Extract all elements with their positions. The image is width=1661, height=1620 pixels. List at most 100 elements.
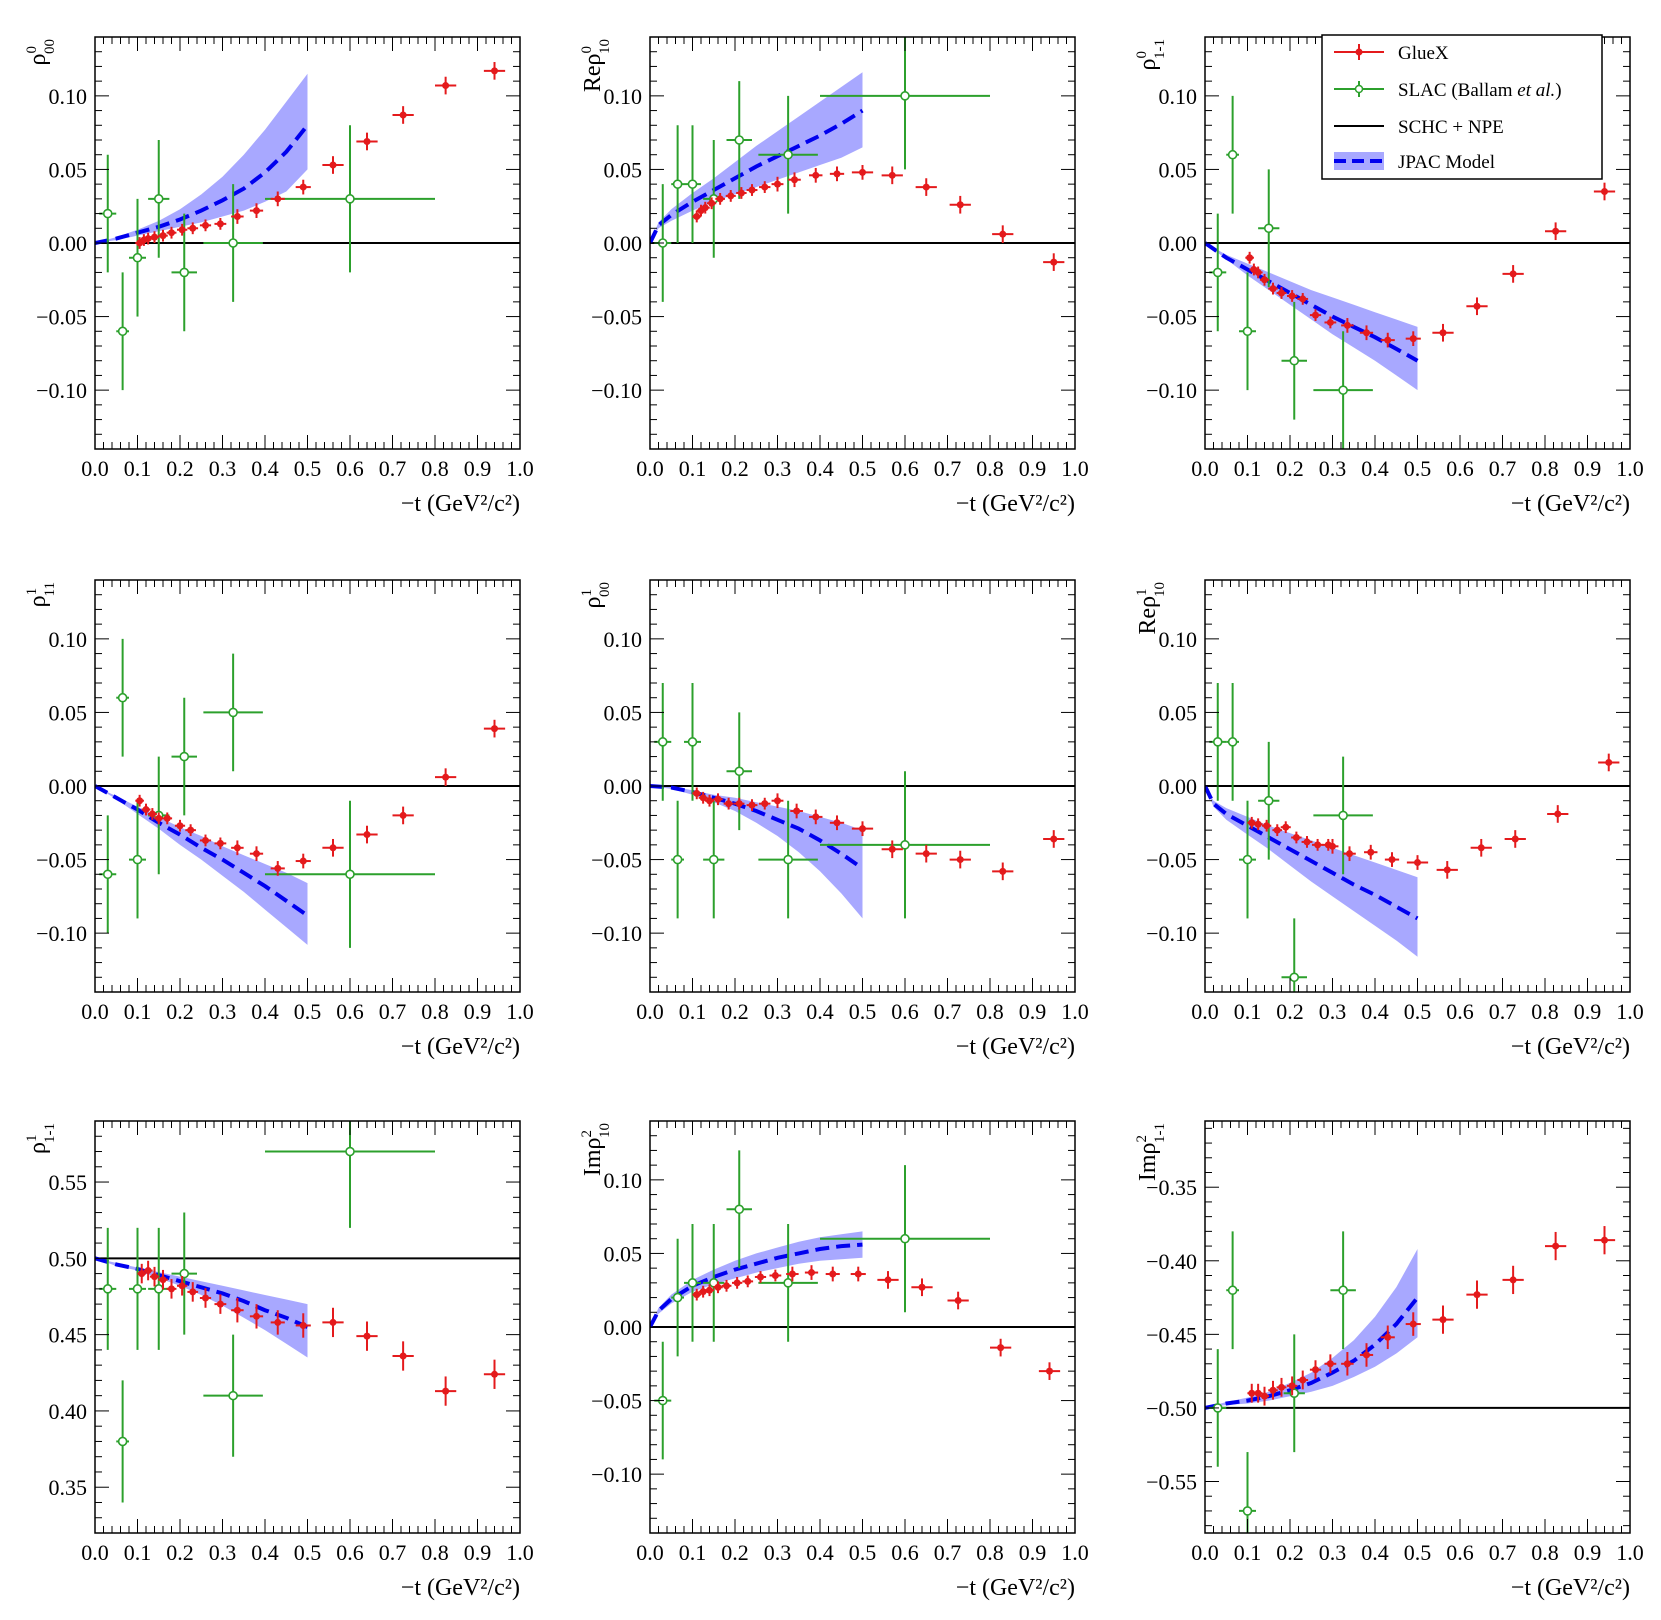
gluex-marker bbox=[491, 725, 498, 733]
gluex-point bbox=[249, 1304, 264, 1329]
slac-marker bbox=[153, 1284, 164, 1294]
slac-marker bbox=[1289, 355, 1300, 366]
gluex-marker bbox=[859, 825, 866, 833]
y-tick-label: 0.00 bbox=[604, 231, 643, 256]
gluex-marker bbox=[1329, 842, 1336, 850]
gluex-marker bbox=[808, 1269, 815, 1277]
gluex-marker bbox=[693, 213, 701, 221]
model-uncertainty-band bbox=[95, 786, 308, 945]
gluex-marker bbox=[1473, 1291, 1481, 1299]
gluex-point bbox=[1343, 846, 1356, 862]
slac-point bbox=[1209, 213, 1227, 332]
gluex-point bbox=[704, 1284, 715, 1297]
x-tick-label: 0.3 bbox=[1319, 999, 1347, 1024]
gluex-marker bbox=[216, 839, 224, 847]
gluex-point bbox=[435, 76, 457, 95]
gluex-point bbox=[270, 1310, 285, 1335]
gluex-marker bbox=[1384, 1333, 1392, 1341]
gluex-marker bbox=[202, 1294, 209, 1302]
gluex-point bbox=[754, 1271, 767, 1283]
gluex-marker bbox=[999, 867, 1007, 875]
legend-slac-label-italic: et al. bbox=[1517, 80, 1555, 101]
gluex-point bbox=[214, 217, 227, 230]
slac-marker bbox=[900, 91, 910, 101]
gluex-point bbox=[1259, 273, 1270, 286]
y-tick-label: −0.10 bbox=[591, 378, 642, 403]
x-tick-label: 0.2 bbox=[1276, 1540, 1304, 1565]
gluex-point bbox=[249, 846, 264, 862]
slac-marker bbox=[1242, 854, 1253, 865]
panel-4: 0.0 0.1 0.2 0.3 0.4 0.5 0.6 0.7 0.8 0.9 1.0 −0.10 −0… bbox=[24, 579, 534, 1060]
slac-point bbox=[671, 125, 684, 243]
gluex-marker bbox=[216, 220, 224, 228]
panel-2: 0.0 0.1 0.2 0.3 0.4 0.5 0.6 0.7 0.8 0.9 1.0 −0.10 −0… bbox=[579, 36, 1089, 517]
y-tick-label: 0.10 bbox=[604, 84, 643, 109]
x-tick-label: 0.0 bbox=[636, 999, 664, 1024]
legend-gluex-marker bbox=[1355, 48, 1363, 56]
y-tick-label: 0.00 bbox=[604, 774, 643, 799]
gluex-point bbox=[199, 1288, 212, 1308]
gluex-point bbox=[700, 201, 710, 214]
x-axis-label: −t (GeV²/c²) bbox=[956, 1034, 1075, 1060]
plot-area bbox=[95, 1121, 520, 1503]
gluex-marker bbox=[714, 1283, 722, 1291]
gluex-marker bbox=[1363, 329, 1370, 337]
x-tick-label: 0.3 bbox=[764, 456, 792, 481]
y-label-sup: 1 bbox=[24, 1135, 40, 1142]
gluex-marker bbox=[1601, 188, 1608, 195]
gluex-marker bbox=[1303, 838, 1311, 846]
x-axis-label: −t (GeV²/c²) bbox=[401, 491, 520, 517]
y-tick-label: −0.10 bbox=[591, 1462, 642, 1487]
gluex-marker bbox=[187, 826, 195, 834]
gluex-marker bbox=[144, 1267, 152, 1275]
gluex-marker bbox=[1443, 866, 1451, 874]
gluex-marker bbox=[1248, 819, 1256, 827]
gluex-marker bbox=[274, 864, 282, 872]
gluex-point bbox=[231, 1298, 244, 1323]
model-uncertainty-band bbox=[95, 1258, 308, 1358]
x-tick-label: 0.3 bbox=[209, 456, 237, 481]
slac-point bbox=[703, 1224, 725, 1342]
slac-marker bbox=[783, 149, 793, 160]
gluex-point bbox=[746, 799, 758, 812]
gluex-marker bbox=[1269, 285, 1277, 293]
x-tick-label: 0.2 bbox=[721, 999, 749, 1024]
gluex-point bbox=[1253, 266, 1263, 279]
gluex-marker bbox=[1312, 1366, 1319, 1374]
gluex-point bbox=[723, 797, 734, 810]
y-label-sup: 1 bbox=[24, 588, 40, 595]
slac-point bbox=[758, 95, 818, 214]
x-tick-label: 0.2 bbox=[1276, 999, 1304, 1024]
gluex-marker bbox=[788, 1270, 796, 1278]
x-tick-label: 0.8 bbox=[421, 999, 449, 1024]
model-curve bbox=[650, 108, 864, 244]
y-label-sup: 0 bbox=[579, 46, 595, 54]
gluex-point bbox=[759, 181, 771, 193]
slac-marker bbox=[687, 737, 698, 747]
gluex-marker bbox=[771, 1272, 779, 1279]
legend-schc-label: SCHC + NPE bbox=[1398, 117, 1504, 138]
gluex-point bbox=[1301, 836, 1313, 848]
y-label-base: Imρ bbox=[580, 1138, 606, 1177]
gluex-marker bbox=[1367, 848, 1375, 856]
gluex-marker bbox=[859, 168, 866, 176]
x-tick-label: 0.6 bbox=[891, 999, 919, 1024]
gluex-marker bbox=[757, 1273, 764, 1281]
gluex-point bbox=[825, 1266, 840, 1282]
y-label-sup: 0 bbox=[1134, 51, 1150, 59]
gluex-point bbox=[911, 1278, 933, 1297]
y-axis-label: Reρ1 10 bbox=[1134, 582, 1168, 635]
gluex-marker bbox=[363, 1332, 371, 1340]
gluex-point bbox=[1324, 1354, 1337, 1374]
x-tick-label: 0.6 bbox=[336, 999, 364, 1024]
y-tick-label: 0.45 bbox=[49, 1323, 88, 1348]
x-tick-label: 0.4 bbox=[1361, 456, 1389, 481]
y-tick-label: 0.10 bbox=[1159, 84, 1198, 109]
y-tick-label: −0.10 bbox=[1146, 921, 1197, 946]
panel-7: 0.0 0.1 0.2 0.3 0.4 0.5 0.6 0.7 0.8 0.9 1.0 0.35 0.4… bbox=[24, 1120, 534, 1601]
slac-marker bbox=[179, 751, 190, 762]
gluex-marker bbox=[793, 807, 801, 815]
x-tick-label: 0.8 bbox=[1531, 456, 1559, 481]
y-tick-label: 0.10 bbox=[604, 627, 643, 652]
